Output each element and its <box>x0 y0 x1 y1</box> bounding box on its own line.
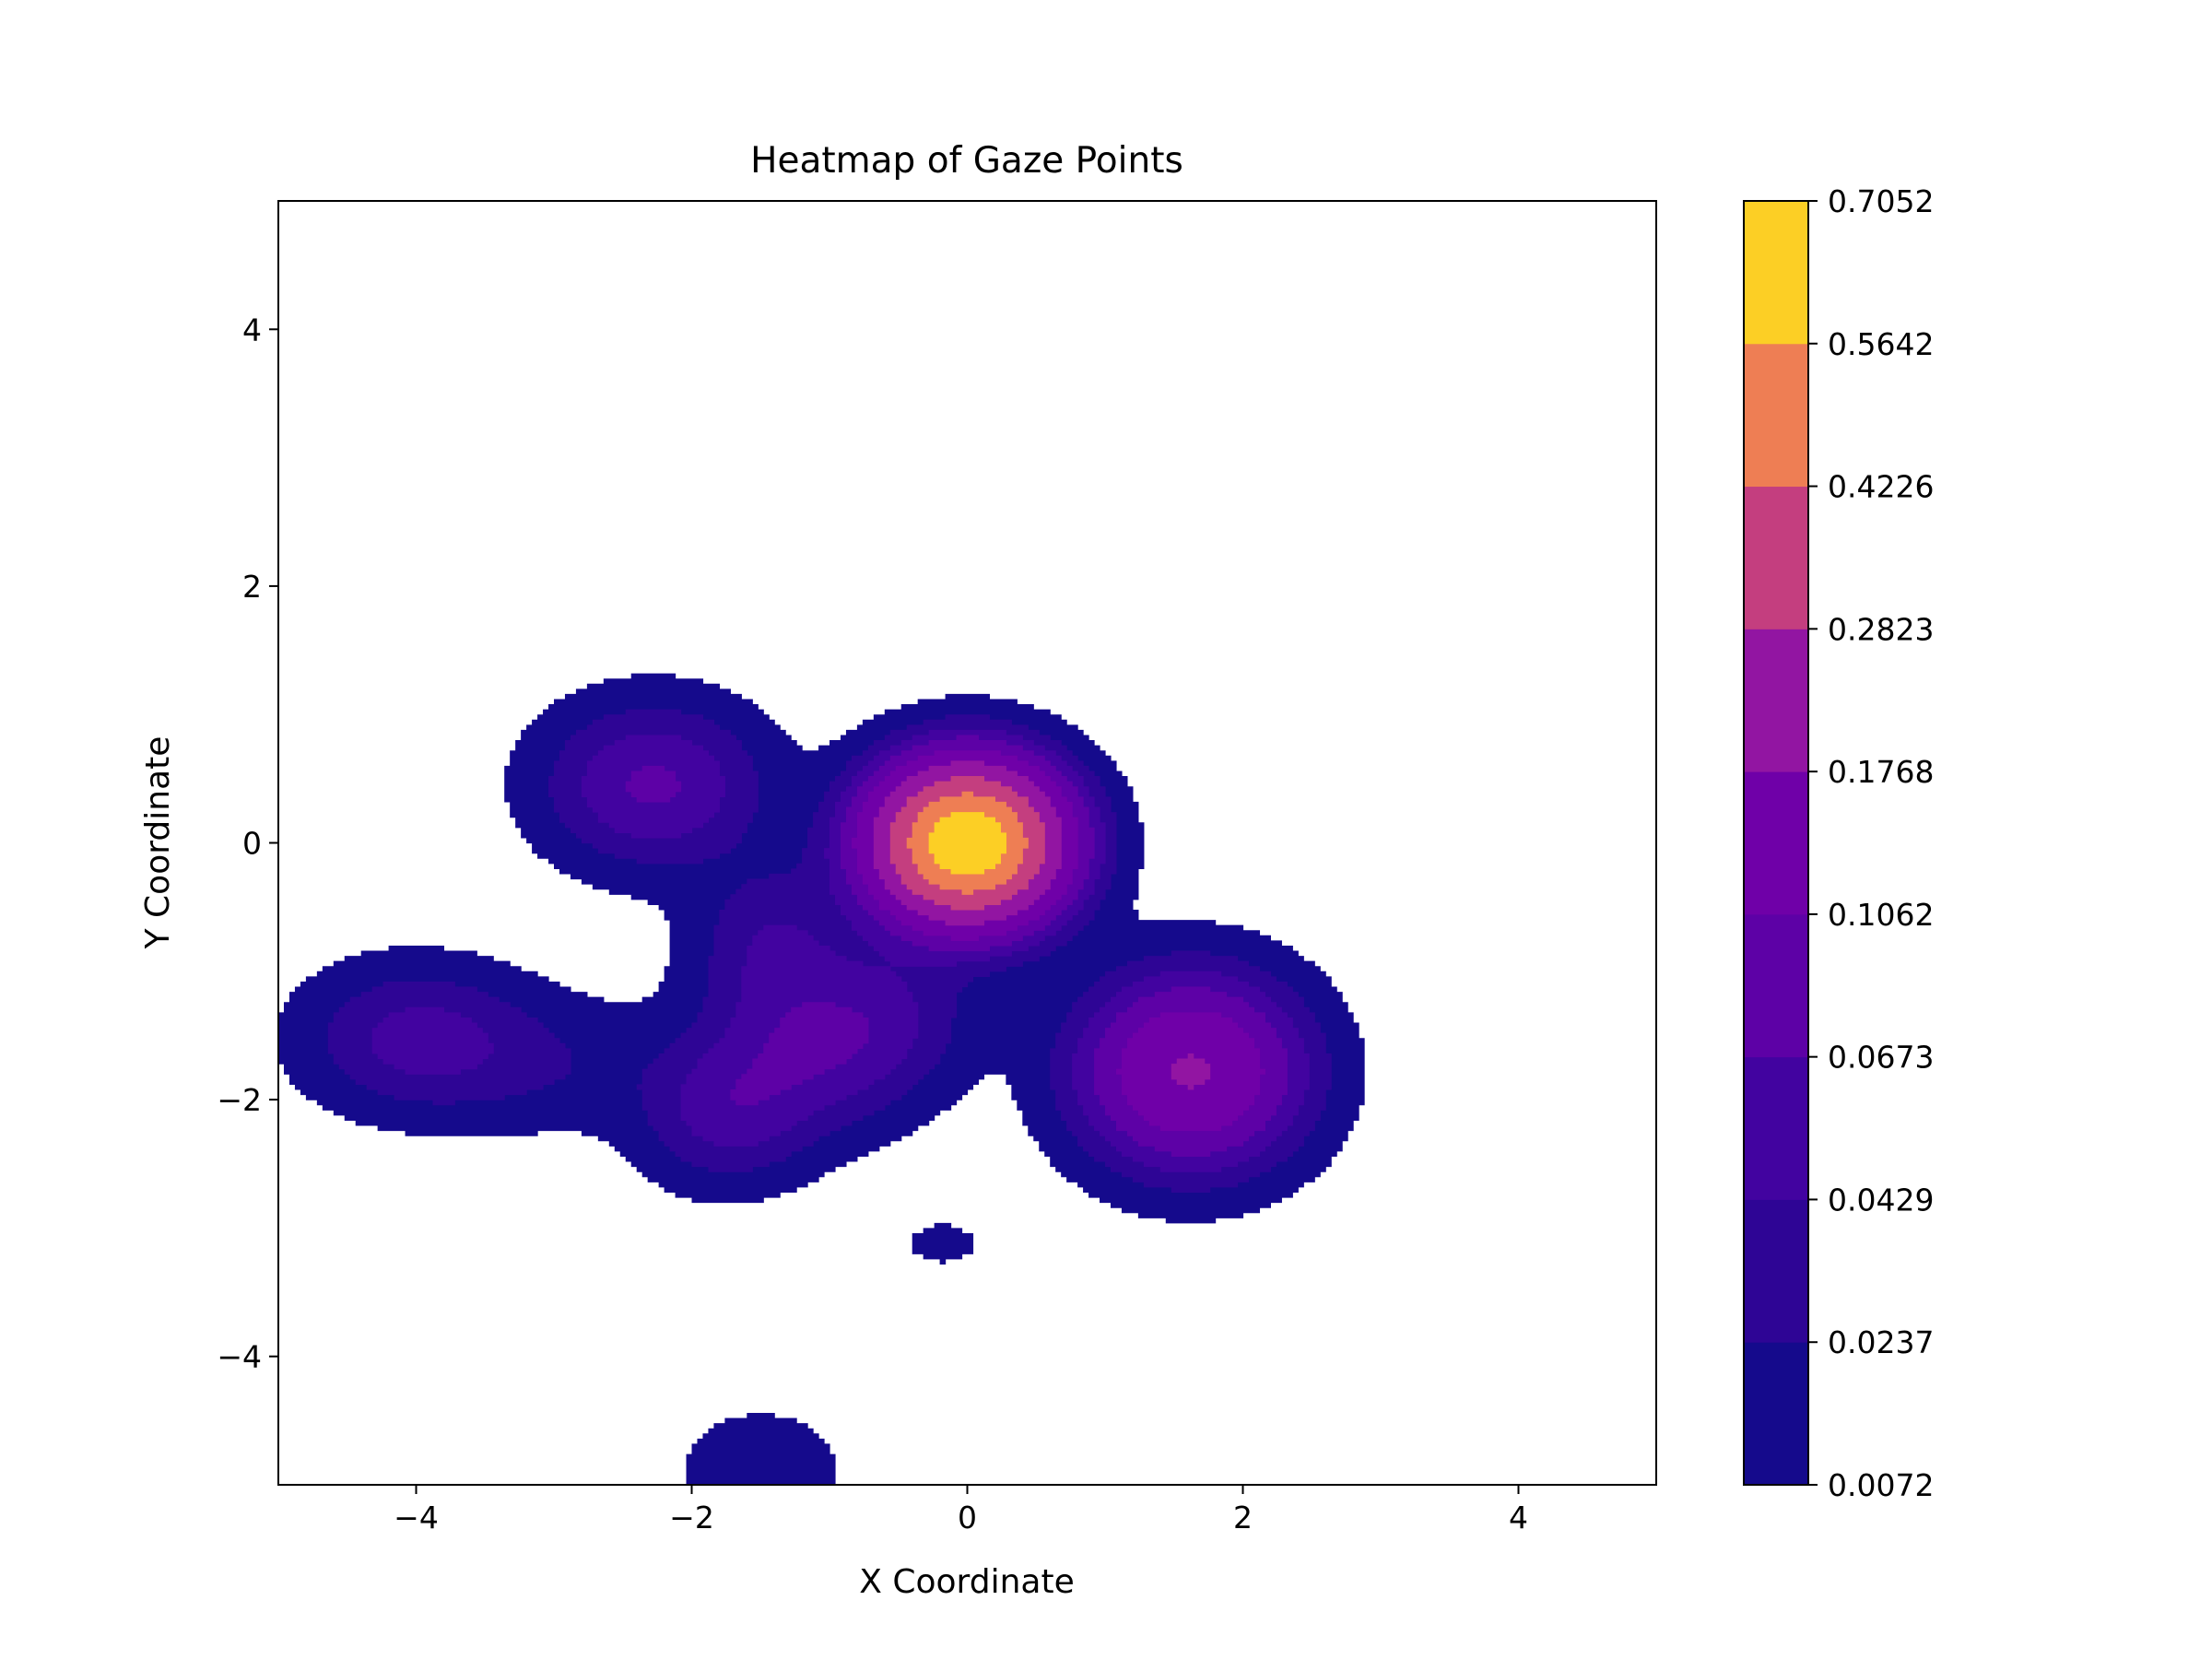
colorbar-swatch <box>1744 1056 1808 1200</box>
contour-band-3 <box>371 729 1310 1172</box>
y-tick-label: −4 <box>217 1339 262 1375</box>
colorbar-tick-label: 0.0673 <box>1828 1040 1934 1076</box>
colorbar-tick-label: 0.7052 <box>1828 183 1934 219</box>
y-tick-label: −2 <box>217 1082 262 1118</box>
contour-band-9 <box>928 812 1006 875</box>
colorbar-swatch <box>1744 1199 1808 1343</box>
x-axis: −4 −2 0 2 4 <box>394 1485 1528 1535</box>
colorbar-tick-label: 0.0237 <box>1828 1324 1934 1360</box>
colorbar-swatch <box>1744 771 1808 915</box>
contour-fill <box>851 750 1266 1132</box>
colorbar-frame <box>1743 200 1809 1486</box>
y-axis: −4 −2 0 2 4 <box>217 312 278 1375</box>
colorbar-swatch <box>1744 913 1808 1058</box>
colorbar-swatch <box>1744 343 1808 488</box>
colorbar-swatch <box>1744 486 1808 629</box>
x-tick-label: −4 <box>394 1500 439 1535</box>
x-tick-label: −2 <box>669 1500 714 1535</box>
contour-fill <box>371 729 1310 1172</box>
contour-fill <box>928 812 1006 875</box>
chart-title: Heatmap of Gaze Points <box>750 140 1183 182</box>
colorbar-swatch <box>1744 629 1808 772</box>
heatmap-contours <box>278 673 1365 1485</box>
y-tick-label: 4 <box>242 312 262 347</box>
x-tick-label: 2 <box>1233 1500 1253 1535</box>
colorbar-swatch <box>1744 201 1808 345</box>
colorbar-swatch <box>1744 1342 1808 1486</box>
colorbar-tick-label: 0.2823 <box>1828 611 1934 647</box>
y-axis-label: Y Coordinate <box>139 736 177 950</box>
colorbar-tick-label: 0.5642 <box>1828 326 1934 362</box>
y-tick-label: 0 <box>242 826 262 862</box>
colorbar: 0.0072 0.0237 0.0429 0.0673 0.1062 0.1768 0.28… <box>1743 183 1934 1503</box>
contour-band-8 <box>906 791 1029 895</box>
colorbar-tick-label: 0.1768 <box>1828 754 1934 790</box>
x-tick-label: 4 <box>1509 1500 1528 1535</box>
colorbar-tick-label: 0.0072 <box>1828 1467 1934 1503</box>
y-tick-label: 2 <box>242 569 262 605</box>
contour-band-6 <box>873 760 1211 1090</box>
colorbar-tick-label: 0.4226 <box>1828 469 1934 505</box>
colorbar-tick-label: 0.1062 <box>1828 897 1934 933</box>
colorbar-tick-label: 0.0429 <box>1828 1182 1934 1218</box>
contour-fill <box>906 791 1029 895</box>
contour-fill <box>873 760 1211 1090</box>
x-axis-label: X Coordinate <box>859 1563 1074 1601</box>
contour-band-5 <box>851 750 1266 1132</box>
x-tick-label: 0 <box>958 1500 977 1535</box>
